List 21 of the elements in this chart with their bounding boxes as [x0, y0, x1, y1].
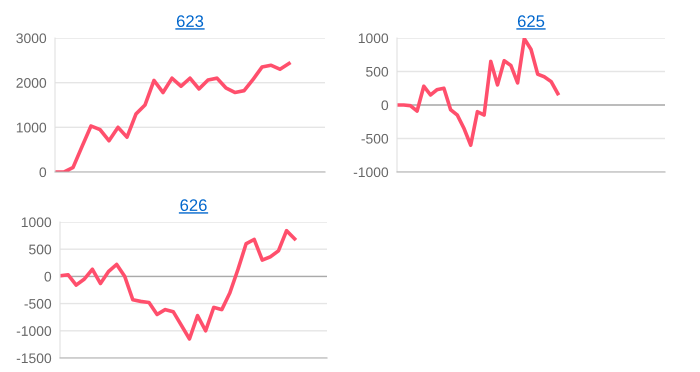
- y-tick-label: 0: [39, 167, 46, 178]
- y-tick-label: 500: [366, 66, 388, 77]
- y-tick-label: -1500: [16, 353, 52, 364]
- y-tick-label: 1000: [358, 33, 388, 44]
- y-tick-label: 1000: [22, 217, 52, 228]
- y-tick-label: -1000: [16, 326, 52, 336]
- y-tick-label: -500: [361, 134, 388, 144]
- chart-title: 623: [176, 15, 204, 28]
- chart-title: 626: [180, 199, 207, 212]
- y-tick-label: 3000: [16, 33, 46, 44]
- chart-title: 625: [518, 15, 544, 28]
- y-tick-label: 1000: [16, 122, 46, 133]
- y-tick-label: 2000: [16, 78, 46, 88]
- y-tick-label: 500: [29, 244, 52, 254]
- y-tick-label: 0: [381, 100, 388, 110]
- line-series: [55, 62, 291, 172]
- y-tick-label: 0: [44, 272, 52, 282]
- y-tick-label: -1000: [354, 167, 388, 178]
- y-tick-label: -500: [24, 298, 52, 309]
- line-series: [60, 228, 296, 341]
- line-series: [397, 38, 560, 148]
